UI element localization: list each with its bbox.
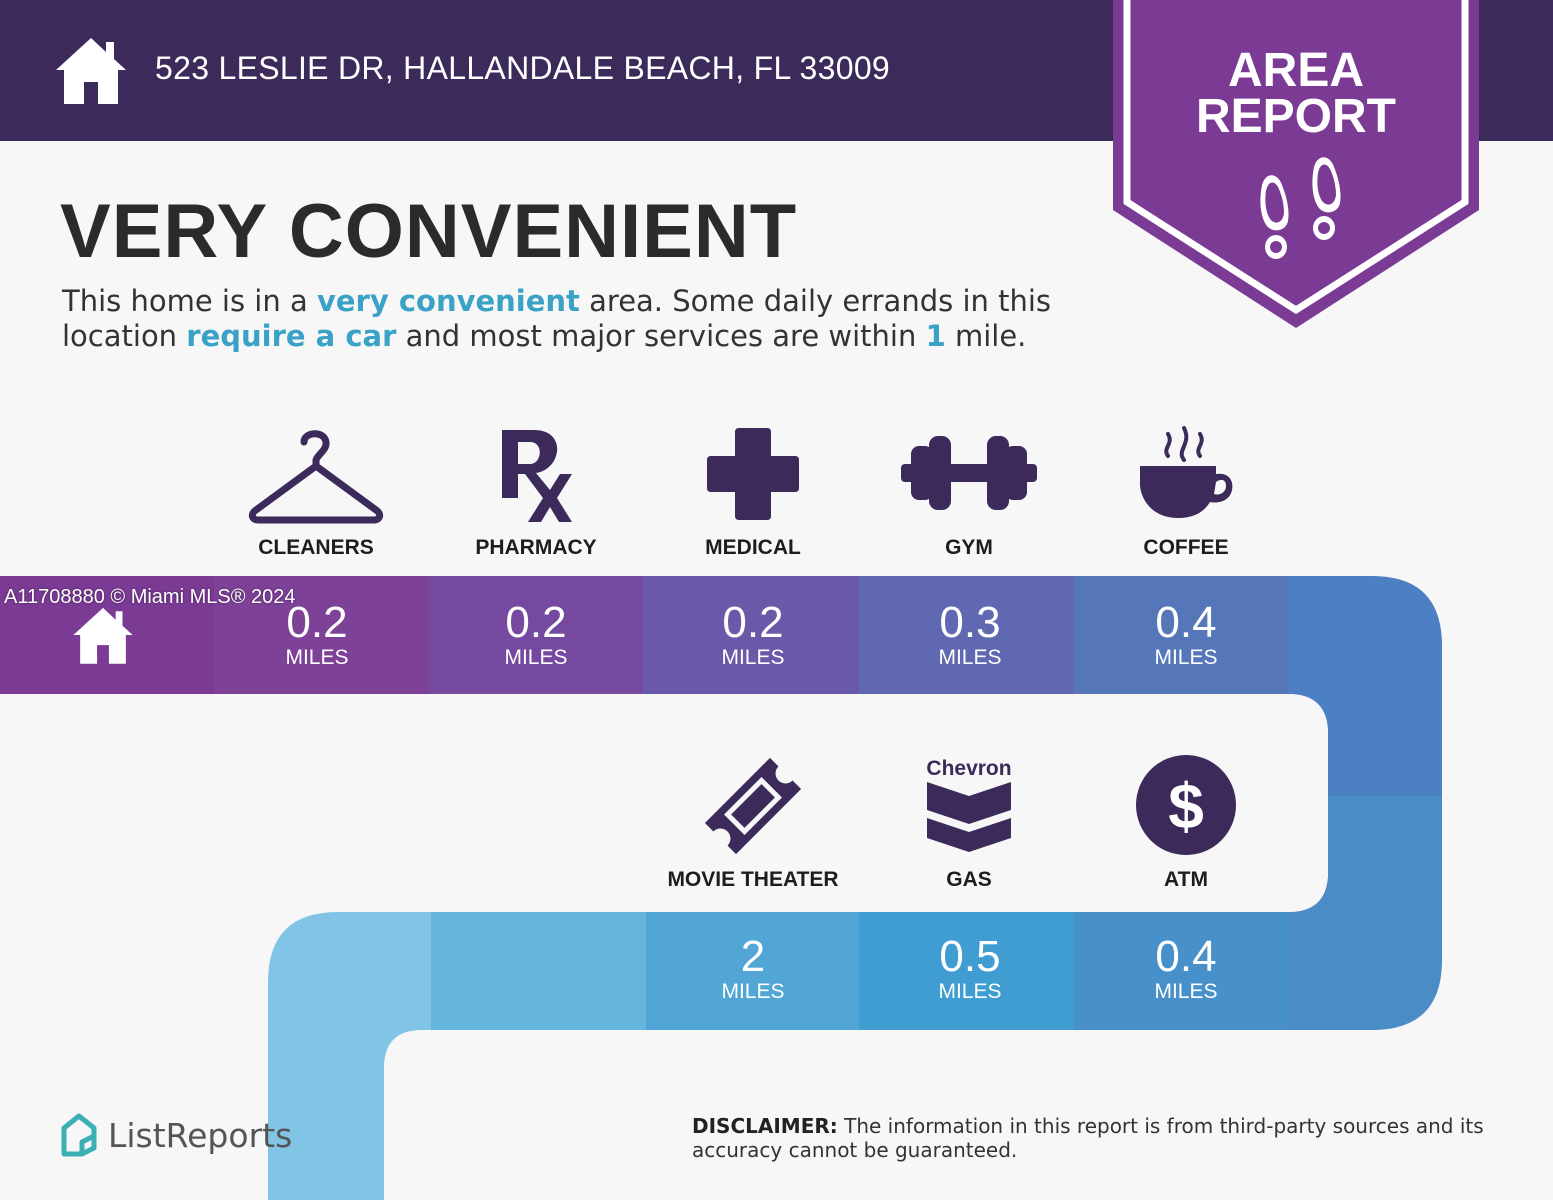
- distance-unit: MILES: [938, 980, 1002, 1003]
- amenity-gas: Chevron GAS: [859, 752, 1079, 898]
- coffee-cup-icon: [1140, 426, 1233, 518]
- amenity-atm: $ ATM: [1076, 752, 1296, 898]
- road-home-icon: [73, 607, 133, 664]
- distance-unit: MILES: [1154, 980, 1218, 1003]
- amenity-coffee: COFFEE: [1076, 424, 1296, 564]
- distance-value: 0.2: [722, 598, 784, 647]
- badge-line2: REPORT: [1195, 90, 1396, 143]
- convenience-rating: VERY CONVENIENT: [60, 189, 798, 274]
- distance-unit: MILES: [1154, 646, 1218, 669]
- desc-highlight-3: 1: [925, 319, 946, 353]
- amenity-movie-theater: MOVIE THEATER: [643, 752, 863, 898]
- distance-value: 0.4: [1155, 932, 1217, 981]
- mls-watermark: A11708880 © Miami MLS® 2024: [4, 586, 296, 608]
- amenity-label: CLEANERS: [258, 536, 374, 559]
- disclaimer: DISCLAIMER: The information in this repo…: [692, 1114, 1512, 1162]
- convenience-description: This home is in a very convenient area. …: [62, 284, 1122, 354]
- amenity-label: MEDICAL: [705, 536, 801, 559]
- distance-value: 0.2: [286, 598, 348, 647]
- amenity-label: GAS: [946, 868, 992, 891]
- amenity-label: COFFEE: [1143, 536, 1229, 559]
- desc-highlight-1: very convenient: [316, 284, 580, 318]
- distance-value: 0.4: [1155, 598, 1217, 647]
- amenity-label: MOVIE THEATER: [667, 868, 839, 891]
- hanger-icon: [248, 430, 384, 524]
- property-address: 523 LESLIE DR, HALLANDALE BEACH, FL 3300…: [155, 50, 891, 86]
- amenity-medical: MEDICAL: [643, 424, 863, 564]
- desc-part3: and most major services are within: [396, 319, 926, 353]
- dumbbell-icon: [901, 436, 1037, 510]
- medical-cross-icon: [707, 428, 799, 520]
- amenity-label: PHARMACY: [475, 536, 597, 559]
- distance-atm: 0.4 MILES: [1078, 910, 1294, 1028]
- rx-icon: [502, 430, 572, 522]
- distance-pharmacy: 0.2 MILES: [428, 576, 644, 694]
- amenity-cleaners: CLEANERS: [206, 424, 426, 564]
- distance-medical: 0.2 MILES: [645, 576, 861, 694]
- amenity-gym: GYM: [859, 424, 1079, 564]
- desc-highlight-2: require a car: [186, 319, 397, 353]
- distance-movie-theater: 2 MILES: [645, 910, 861, 1028]
- distance-unit: MILES: [721, 980, 785, 1003]
- listreports-logo: ListReports: [58, 1112, 308, 1160]
- disclaimer-label: DISCLAIMER:: [692, 1114, 838, 1138]
- amenity-label: ATM: [1164, 868, 1208, 891]
- distance-unit: MILES: [721, 646, 785, 669]
- distance-unit: MILES: [285, 646, 349, 669]
- gas-brand: Chevron: [926, 757, 1011, 780]
- distance-unit: MILES: [504, 646, 568, 669]
- desc-part4: mile.: [945, 319, 1027, 353]
- distance-unit: MILES: [938, 646, 1002, 669]
- distance-coffee: 0.4 MILES: [1078, 576, 1294, 694]
- distance-gym: 0.3 MILES: [862, 576, 1078, 694]
- distance-cleaners: 0.2 MILES: [209, 576, 425, 694]
- disclaimer-text: The information in this report is from t…: [692, 1114, 1484, 1162]
- desc-part1: This home is in a: [62, 284, 317, 318]
- svg-text:$: $: [1168, 770, 1204, 842]
- footprints-icon: [1260, 157, 1341, 259]
- home-icon: [56, 38, 126, 104]
- logo-name: ListReports: [108, 1116, 293, 1155]
- distance-value: 0.3: [939, 598, 1001, 647]
- area-report-title: AREA REPORT: [1113, 44, 1479, 143]
- chevron-logo-icon: Chevron: [926, 757, 1012, 852]
- distance-value: 0.2: [505, 598, 567, 647]
- area-report-badge: [1113, 0, 1479, 328]
- badge-line1: AREA: [1227, 44, 1364, 97]
- distance-gas: 0.5 MILES: [862, 910, 1078, 1028]
- listreports-logo-icon: [61, 1113, 97, 1157]
- desc-part2: area. Some daily errands in this locatio…: [62, 284, 1052, 353]
- amenity-pharmacy: PHARMACY: [426, 424, 646, 564]
- ticket-icon: [704, 757, 802, 855]
- dollar-icon: $: [1136, 755, 1236, 855]
- distance-value: 2: [740, 932, 766, 981]
- amenity-label: GYM: [945, 536, 993, 559]
- distance-value: 0.5: [939, 932, 1001, 981]
